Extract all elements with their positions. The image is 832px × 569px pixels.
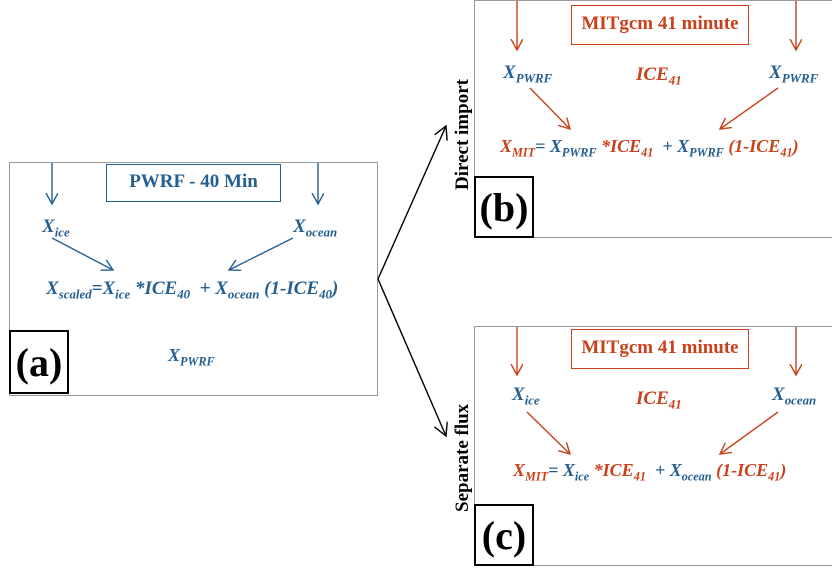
arrow-a-ocean-to-eq xyxy=(229,237,294,270)
panel-a-result: XPWRF xyxy=(168,345,215,369)
panel-b-left-input: XPWRF xyxy=(503,62,553,86)
panel-b-title: MITgcm 41 minute xyxy=(571,5,749,45)
panel-b-equation: XMIT= XPWRF *ICE41 + XPWRF (1-ICE41) xyxy=(500,136,799,160)
arrow-a-ice-to-eq xyxy=(51,237,113,270)
panel-a-equation: Xscaled=Xice *ICE40 + Xocean (1-ICE40) xyxy=(46,278,339,302)
panel-b-right-input: XPWRF xyxy=(769,62,819,86)
panel-c-equation: XMIT= Xice *ICE41 + Xocean (1-ICE41) xyxy=(513,460,787,484)
arrow-c-right-to-eq xyxy=(720,411,779,454)
panel-a-x-ocean: Xocean xyxy=(293,216,338,240)
panel-b-label: (b) xyxy=(474,176,534,238)
panel-c-left-input: Xice xyxy=(512,384,540,408)
arrow-c-left-to-eq xyxy=(526,411,570,454)
panel-c-right-input: Xocean xyxy=(772,384,817,408)
arrow-b-right-to-eq xyxy=(720,87,779,129)
arrow-a-to-b xyxy=(377,126,446,280)
panel-a-x-ice: Xice xyxy=(42,216,70,240)
arrow-b-left-to-eq xyxy=(529,87,570,129)
panel-c-title: MITgcm 41 minute xyxy=(571,329,749,369)
arrow-a-to-c xyxy=(377,278,446,436)
panel-a-title: PWRF - 40 Min xyxy=(106,164,281,202)
panel-a-label: (a) xyxy=(9,330,69,394)
panel-c-label: (c) xyxy=(474,504,534,566)
panel-b-center: ICE41 xyxy=(636,64,682,88)
panel-c-center: ICE41 xyxy=(636,388,682,412)
